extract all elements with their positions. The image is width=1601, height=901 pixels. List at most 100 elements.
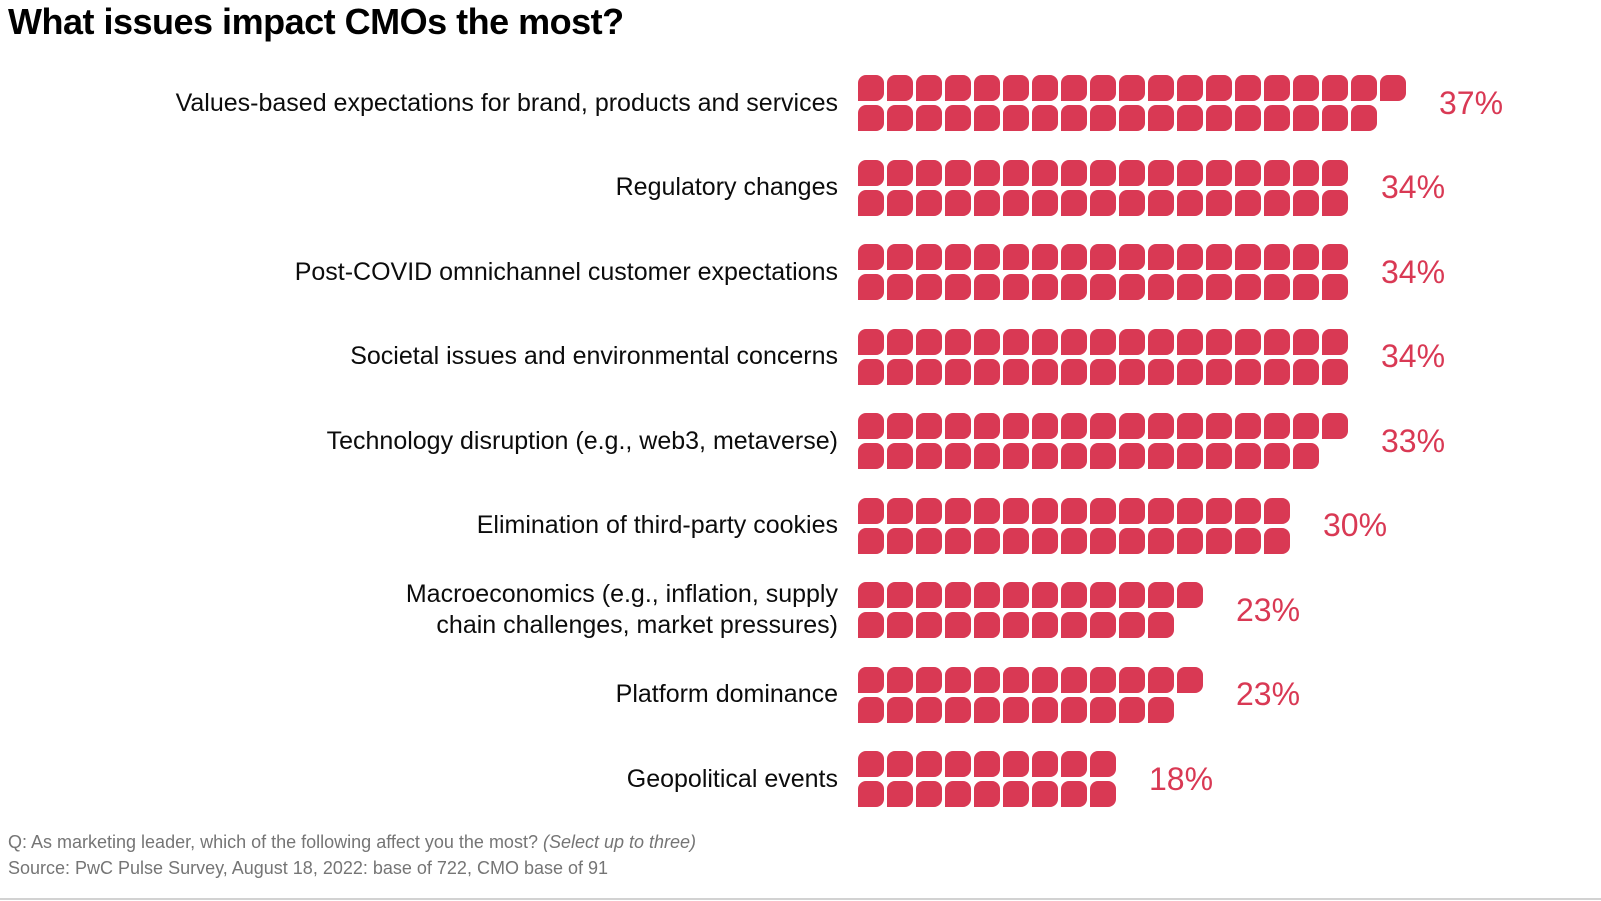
- unit-square: [974, 612, 1000, 639]
- unit-square: [1090, 751, 1116, 778]
- unit-square: [1061, 274, 1087, 301]
- unit-square: [974, 666, 1000, 693]
- unit-square: [1003, 358, 1029, 385]
- unit-square: [1148, 527, 1174, 554]
- unit-square: [1235, 159, 1261, 186]
- unit-square: [945, 274, 971, 301]
- unit-square: [1293, 75, 1319, 102]
- unit-square: [1293, 159, 1319, 186]
- unit-square: [1061, 612, 1087, 639]
- unit-squares-group: [858, 75, 1409, 132]
- unit-square: [1206, 497, 1232, 524]
- unit-square: [1032, 497, 1058, 524]
- unit-square: [974, 582, 1000, 609]
- unit-square: [1061, 497, 1087, 524]
- unit-square: [974, 497, 1000, 524]
- unit-square: [1003, 612, 1029, 639]
- unit-square: [1148, 244, 1174, 271]
- unit-square: [1177, 244, 1203, 271]
- category-label: Societal issues and environmental concer…: [350, 342, 838, 371]
- unit-square: [945, 527, 971, 554]
- unit-square: [887, 189, 913, 216]
- unit-square: [887, 666, 913, 693]
- unit-square-row: [858, 358, 1351, 385]
- unit-square: [1235, 443, 1261, 470]
- unit-square: [916, 666, 942, 693]
- unit-square: [916, 443, 942, 470]
- unit-square: [1380, 75, 1406, 102]
- unit-square: [945, 781, 971, 808]
- unit-square: [1003, 159, 1029, 186]
- unit-square: [974, 75, 1000, 102]
- unit-square: [1264, 75, 1290, 102]
- unit-square: [945, 244, 971, 271]
- unit-square: [1177, 358, 1203, 385]
- chart-row: Societal issues and environmental concer…: [0, 315, 1601, 400]
- unit-square: [1061, 781, 1087, 808]
- unit-square: [1061, 751, 1087, 778]
- unit-square: [1003, 413, 1029, 440]
- unit-square: [1148, 75, 1174, 102]
- unit-square: [1032, 666, 1058, 693]
- value-label: 18%: [1149, 760, 1214, 797]
- unit-square: [945, 189, 971, 216]
- unit-square: [1293, 358, 1319, 385]
- unit-squares-group: [858, 159, 1351, 216]
- unit-square: [945, 413, 971, 440]
- unit-square: [1032, 413, 1058, 440]
- unit-square: [945, 328, 971, 355]
- unit-square: [1235, 189, 1261, 216]
- unit-square: [1119, 497, 1145, 524]
- unit-square: [1322, 244, 1348, 271]
- unit-square-row: [858, 328, 1351, 355]
- question-text: Q: As marketing leader, which of the fol…: [8, 832, 538, 852]
- unit-square: [887, 274, 913, 301]
- unit-square: [1090, 328, 1116, 355]
- unit-square: [1322, 75, 1348, 102]
- unit-square: [1119, 443, 1145, 470]
- unit-square-row: [858, 274, 1351, 301]
- unit-square: [1003, 696, 1029, 723]
- unit-squares-group: [858, 413, 1351, 470]
- unit-square: [916, 274, 942, 301]
- chart-row: Technology disruption (e.g., web3, metav…: [0, 399, 1601, 484]
- unit-square: [887, 159, 913, 186]
- unit-square: [1119, 696, 1145, 723]
- unit-square: [1061, 666, 1087, 693]
- unit-square: [916, 244, 942, 271]
- unit-square: [1264, 328, 1290, 355]
- unit-square: [858, 105, 884, 132]
- unit-square: [1177, 328, 1203, 355]
- unit-square: [945, 75, 971, 102]
- unit-square: [1293, 443, 1319, 470]
- unit-square: [1235, 527, 1261, 554]
- unit-square: [1090, 497, 1116, 524]
- unit-square: [1061, 328, 1087, 355]
- unit-square: [1264, 244, 1290, 271]
- unit-square: [1119, 413, 1145, 440]
- unit-square: [1148, 189, 1174, 216]
- unit-square: [1148, 497, 1174, 524]
- category-label: Elimination of third-party cookies: [476, 511, 838, 540]
- question-line: Q: As marketing leader, which of the fol…: [8, 829, 696, 855]
- unit-square: [887, 696, 913, 723]
- unit-square: [1177, 582, 1203, 609]
- unit-square: [858, 189, 884, 216]
- unit-square: [1032, 159, 1058, 186]
- unit-square: [1061, 75, 1087, 102]
- unit-square: [1032, 274, 1058, 301]
- unit-square: [858, 328, 884, 355]
- unit-square: [974, 244, 1000, 271]
- unit-square: [1206, 413, 1232, 440]
- unit-square: [916, 696, 942, 723]
- unit-square: [1061, 358, 1087, 385]
- unit-square: [1206, 328, 1232, 355]
- unit-square: [1119, 666, 1145, 693]
- unit-square: [1090, 781, 1116, 808]
- unit-square: [1148, 443, 1174, 470]
- unit-square: [1003, 244, 1029, 271]
- category-label: Regulatory changes: [615, 173, 838, 202]
- chart-row: Macroeconomics (e.g., inflation, supply …: [0, 568, 1601, 653]
- unit-square: [1119, 582, 1145, 609]
- unit-square: [1322, 358, 1348, 385]
